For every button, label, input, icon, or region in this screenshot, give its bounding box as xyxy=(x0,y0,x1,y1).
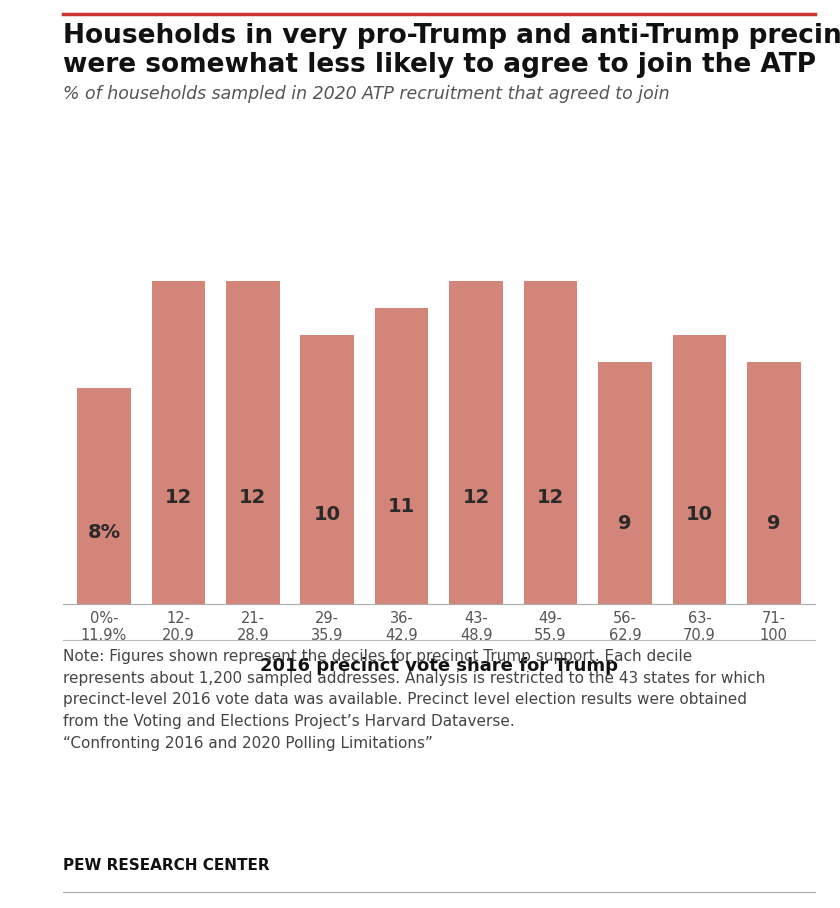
Bar xyxy=(301,335,354,604)
Bar xyxy=(449,281,503,604)
Bar xyxy=(151,281,205,604)
Bar xyxy=(673,335,727,604)
Bar xyxy=(524,281,577,604)
Bar xyxy=(226,281,280,604)
Bar xyxy=(375,308,428,604)
Text: 11: 11 xyxy=(388,497,415,516)
Bar xyxy=(77,389,131,604)
Bar xyxy=(598,361,652,604)
Text: Note: Figures shown represent the deciles for precinct Trump support. Each decil: Note: Figures shown represent the decile… xyxy=(63,649,765,751)
Bar xyxy=(747,361,801,604)
Text: 10: 10 xyxy=(686,506,713,525)
Text: 9: 9 xyxy=(618,514,632,533)
Text: 9: 9 xyxy=(767,514,780,533)
Text: 8%: 8% xyxy=(87,523,120,542)
Text: 12: 12 xyxy=(165,488,192,507)
Text: Households in very pro-Trump and anti-Trump precincts: Households in very pro-Trump and anti-Tr… xyxy=(63,23,840,49)
Text: % of households sampled in 2020 ATP recruitment that agreed to join: % of households sampled in 2020 ATP recr… xyxy=(63,85,669,104)
Text: 12: 12 xyxy=(463,488,490,507)
Text: PEW RESEARCH CENTER: PEW RESEARCH CENTER xyxy=(63,858,270,873)
X-axis label: 2016 precinct vote share for Trump: 2016 precinct vote share for Trump xyxy=(260,657,618,675)
Text: were somewhat less likely to agree to join the ATP: were somewhat less likely to agree to jo… xyxy=(63,52,816,78)
Text: 12: 12 xyxy=(239,488,266,507)
Text: 10: 10 xyxy=(314,506,341,525)
Text: 12: 12 xyxy=(537,488,564,507)
